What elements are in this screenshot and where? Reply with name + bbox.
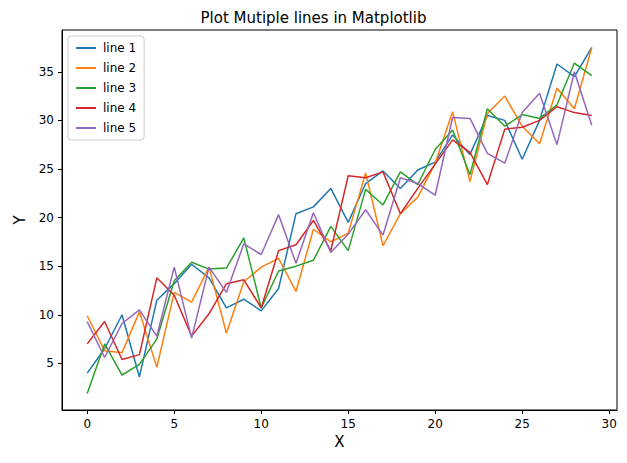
svg-text:line 3: line 3	[103, 81, 136, 95]
svg-text:5: 5	[46, 356, 54, 370]
svg-text:15: 15	[39, 259, 54, 273]
svg-text:30: 30	[602, 417, 617, 431]
svg-text:5: 5	[170, 417, 178, 431]
svg-text:10: 10	[254, 417, 269, 431]
svg-text:10: 10	[39, 308, 54, 322]
svg-text:line 4: line 4	[103, 101, 136, 115]
svg-text:20: 20	[428, 417, 443, 431]
svg-text:15: 15	[341, 417, 356, 431]
svg-text:25: 25	[515, 417, 530, 431]
svg-text:25: 25	[39, 162, 54, 176]
svg-text:line 2: line 2	[103, 61, 136, 75]
svg-text:20: 20	[39, 211, 54, 225]
svg-text:Plot Mutiple lines in Matplotl: Plot Mutiple lines in Matplotlib	[201, 9, 427, 27]
svg-text:30: 30	[39, 113, 54, 127]
svg-text:X: X	[334, 433, 344, 451]
svg-text:line 1: line 1	[103, 41, 136, 55]
svg-text:35: 35	[39, 65, 54, 79]
svg-text:0: 0	[83, 417, 91, 431]
svg-text:line 5: line 5	[103, 121, 136, 135]
svg-text:Y: Y	[11, 215, 29, 226]
